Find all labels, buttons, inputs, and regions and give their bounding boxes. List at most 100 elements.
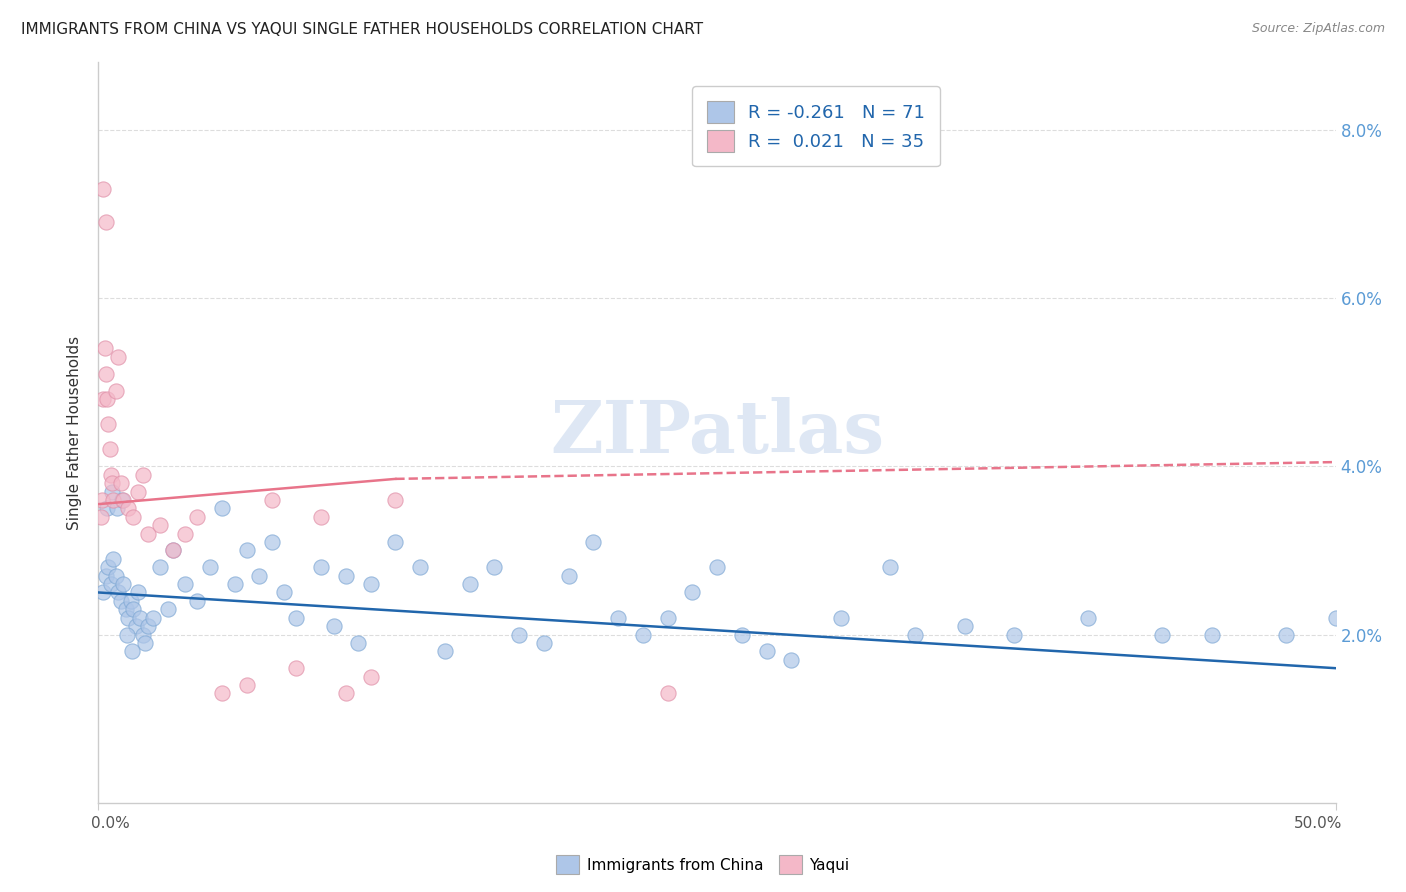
Point (322, 619, 344, 633)
Point (149, 518, 172, 533)
Point (335, 686, 357, 700)
Point (162, 543, 184, 558)
Point (104, 568, 127, 582)
Point (103, 551, 125, 566)
Point (557, 568, 579, 582)
Point (309, 560, 332, 574)
Legend: Immigrants from China, Yaqui: Immigrants from China, Yaqui (550, 849, 856, 880)
Point (96, 392, 118, 406)
Point (1201, 627, 1223, 641)
Point (90, 509, 112, 524)
Point (132, 467, 155, 482)
Point (198, 560, 221, 574)
Point (953, 619, 976, 633)
Point (211, 686, 233, 700)
Point (114, 602, 136, 616)
Point (129, 610, 152, 624)
Point (149, 560, 172, 574)
Point (122, 509, 145, 524)
Text: ZIPatlas: ZIPatlas (550, 397, 884, 468)
Point (136, 619, 159, 633)
Point (260, 492, 283, 507)
Point (100, 467, 122, 482)
Point (681, 585, 703, 599)
Point (186, 594, 208, 608)
Point (335, 568, 357, 582)
Point (533, 636, 555, 650)
Point (103, 492, 125, 507)
Point (107, 350, 129, 364)
Point (93, 392, 115, 406)
Point (110, 476, 132, 491)
Point (631, 627, 654, 641)
Point (104, 384, 127, 398)
Point (309, 509, 332, 524)
Point (384, 492, 406, 507)
Point (105, 501, 128, 516)
Point (1152, 627, 1174, 641)
Point (174, 577, 197, 591)
Point (780, 653, 803, 667)
Point (582, 535, 605, 549)
Point (101, 484, 124, 499)
Point (1077, 610, 1099, 624)
Point (117, 501, 139, 516)
Point (156, 602, 179, 616)
Point (122, 602, 145, 616)
Point (100, 577, 122, 591)
Point (101, 476, 124, 491)
Y-axis label: Single Father Households: Single Father Households (67, 335, 83, 530)
Point (107, 585, 129, 599)
Point (657, 610, 679, 624)
Point (508, 627, 530, 641)
Point (162, 543, 184, 558)
Point (285, 610, 308, 624)
Point (97, 560, 120, 574)
Point (273, 585, 295, 599)
Point (94, 215, 117, 229)
Point (112, 492, 135, 507)
Point (236, 678, 259, 692)
Point (433, 644, 456, 658)
Point (121, 644, 143, 658)
Point (1002, 627, 1025, 641)
Point (706, 560, 728, 574)
Point (136, 526, 159, 541)
Point (830, 610, 852, 624)
Point (120, 594, 142, 608)
Point (93, 342, 115, 356)
Point (134, 636, 156, 650)
Point (186, 509, 208, 524)
Text: Source: ZipAtlas.com: Source: ZipAtlas.com (1251, 22, 1385, 36)
Point (211, 501, 233, 516)
Point (347, 636, 370, 650)
Point (607, 610, 630, 624)
Point (94, 568, 117, 582)
Point (127, 484, 149, 499)
Point (174, 526, 197, 541)
Point (247, 568, 270, 582)
Point (111, 492, 134, 507)
Point (110, 594, 132, 608)
Point (96, 501, 118, 516)
Point (142, 610, 165, 624)
Point (384, 535, 406, 549)
Point (458, 577, 481, 591)
Point (879, 560, 901, 574)
Point (132, 627, 155, 641)
Point (91, 492, 114, 507)
Point (260, 535, 283, 549)
Point (98, 442, 121, 457)
Point (1275, 627, 1298, 641)
Point (409, 560, 432, 574)
Text: 50.0%: 50.0% (1295, 816, 1343, 831)
Point (657, 686, 679, 700)
Point (755, 644, 778, 658)
Point (224, 577, 246, 591)
Point (117, 610, 139, 624)
Point (285, 661, 308, 675)
Point (127, 585, 149, 599)
Point (94, 367, 117, 381)
Point (484, 560, 506, 574)
Point (93, 181, 115, 195)
